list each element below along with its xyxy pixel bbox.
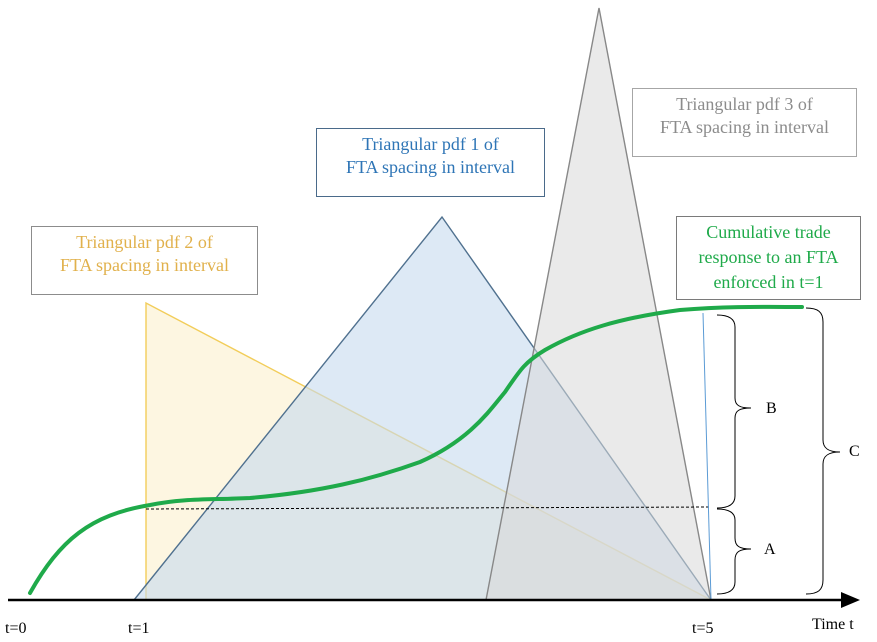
axis-label-t5: t=5 <box>692 620 714 637</box>
pdf3-label-line1: Triangular pdf 3 of <box>676 94 813 114</box>
dashed-level-line <box>145 506 712 510</box>
pdf1-label-line1: Triangular pdf 1 of <box>362 134 499 154</box>
axis-label-t0: t=0 <box>5 620 27 637</box>
pdf2-label-line1: Triangular pdf 2 of <box>76 232 213 252</box>
pdf1-label-box: Triangular pdf 1 of FTA spacing in inter… <box>316 128 545 197</box>
brace-a <box>716 508 752 595</box>
brace-b <box>716 314 752 509</box>
time-axis-arrowhead <box>841 592 860 608</box>
cumulative-label-line1: Cumulative trade <box>706 222 831 242</box>
cumulative-label-line3: enforced in t=1 <box>713 272 824 292</box>
brace-c <box>805 307 841 595</box>
pdf1-label-line2: FTA spacing in interval <box>345 157 516 177</box>
axis-label-time: Time t <box>812 616 854 633</box>
brace-label-a: A <box>764 541 776 558</box>
pdf2-label-line2: FTA spacing in interval <box>59 255 230 275</box>
t5-vertical-line <box>702 312 712 601</box>
pdf2-label-box: Triangular pdf 2 of FTA spacing in inter… <box>31 226 258 295</box>
brace-label-b: B <box>766 400 777 417</box>
cumulative-response-label-box: Cumulative trade response to an FTA enfo… <box>676 216 861 300</box>
cumulative-label-line2: response to an FTA <box>698 247 839 267</box>
cumulative-trade-curve <box>28 304 804 595</box>
pdf3-label-box: Triangular pdf 3 of FTA spacing in inter… <box>632 88 857 157</box>
axis-label-t1: t=1 <box>128 620 150 637</box>
brace-label-c: C <box>849 443 860 460</box>
pdf3-label-line2: FTA spacing in interval <box>659 117 830 137</box>
